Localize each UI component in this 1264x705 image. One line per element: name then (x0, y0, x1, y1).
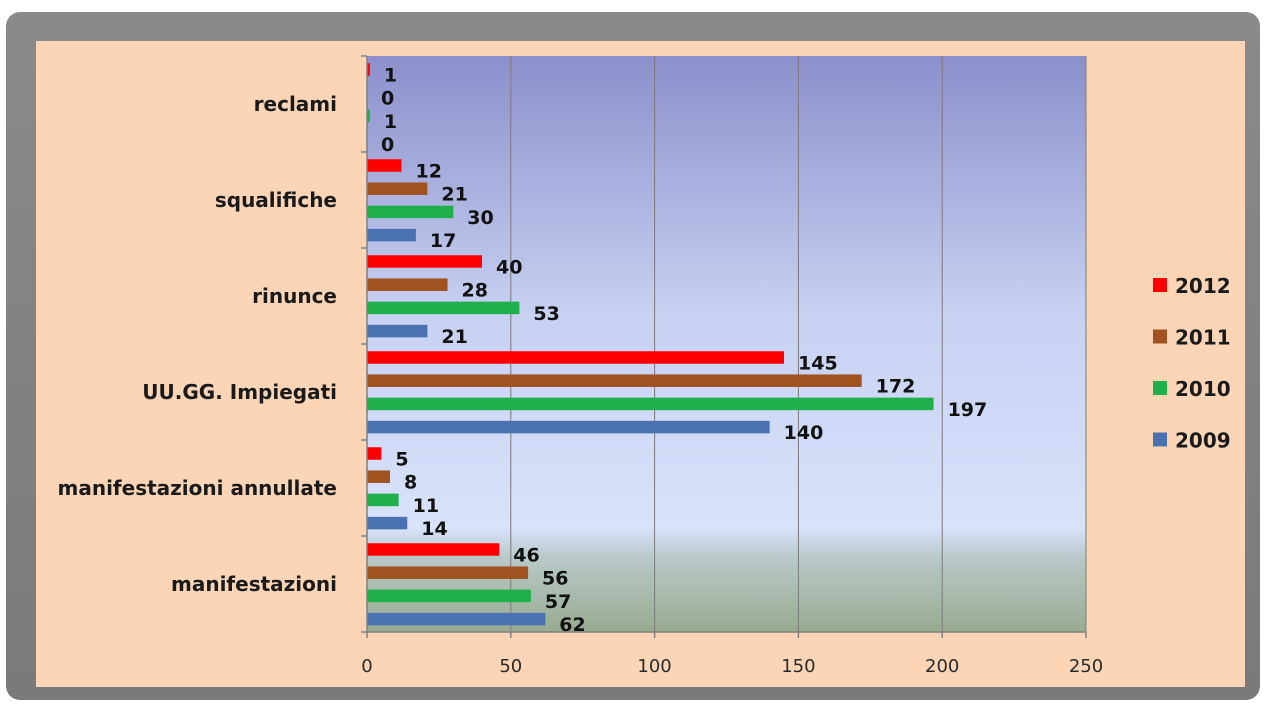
data-label: 8 (404, 472, 417, 494)
category-label: manifestazioni (171, 572, 337, 596)
x-tick-label: 50 (499, 656, 522, 677)
category-label: reclami (254, 92, 337, 116)
legend-label: 2011 (1175, 326, 1231, 350)
bar (367, 543, 500, 556)
data-label: 0 (381, 134, 394, 156)
data-label: 140 (784, 422, 824, 444)
data-label: 1 (384, 65, 397, 87)
legend-label: 2012 (1175, 274, 1231, 298)
data-label: 5 (395, 449, 408, 471)
legend-label: 2010 (1175, 377, 1231, 401)
bar (367, 63, 370, 76)
bar (367, 159, 402, 172)
bar (367, 374, 862, 387)
legend-swatch (1153, 278, 1167, 292)
data-label: 1 (384, 111, 397, 133)
data-label: 11 (413, 495, 439, 517)
legend-label: 2009 (1175, 429, 1231, 453)
category-label: rinunce (252, 284, 337, 308)
bar (367, 324, 428, 338)
x-tick-label: 150 (781, 656, 815, 677)
bar (367, 612, 546, 626)
data-label: 40 (496, 257, 522, 279)
data-label: 172 (876, 376, 916, 398)
bar (367, 351, 785, 364)
category-label: manifestazioni annullate (58, 476, 338, 500)
data-label: 57 (545, 591, 571, 613)
bar (367, 109, 370, 123)
data-label: 53 (533, 303, 559, 325)
data-label: 21 (441, 326, 467, 348)
bar (367, 470, 391, 483)
x-tick-label: 100 (637, 656, 671, 677)
bar (367, 397, 934, 411)
data-label: 145 (798, 353, 838, 375)
data-label: 28 (462, 280, 488, 302)
bar (367, 420, 770, 434)
bar (367, 278, 448, 291)
bar (367, 182, 428, 195)
legend-swatch (1153, 432, 1167, 447)
legend-swatch (1153, 329, 1167, 344)
bar (367, 493, 399, 507)
bar (367, 447, 382, 460)
legend-swatch (1153, 381, 1167, 395)
data-label: 56 (542, 568, 568, 590)
bar (367, 566, 529, 579)
category-label: UU.GG. Impiegati (142, 380, 337, 404)
plot-area (367, 56, 1086, 632)
x-tick-label: 200 (925, 656, 959, 677)
bar (367, 205, 454, 219)
data-label: 30 (467, 207, 493, 229)
data-label: 21 (441, 184, 467, 206)
bar (367, 228, 416, 242)
data-label: 197 (948, 399, 988, 421)
category-label: squalifiche (215, 188, 337, 212)
data-label: 0 (381, 88, 394, 110)
bar (367, 516, 408, 530)
data-label: 62 (559, 614, 585, 636)
bar (367, 301, 520, 315)
data-label: 12 (416, 161, 442, 183)
x-tick-label: 0 (361, 656, 372, 677)
bar (367, 255, 483, 268)
data-label: 14 (421, 518, 447, 540)
data-label: 46 (513, 545, 539, 567)
bar (367, 589, 531, 603)
x-tick-label: 250 (1069, 656, 1103, 677)
data-label: 17 (430, 230, 456, 252)
